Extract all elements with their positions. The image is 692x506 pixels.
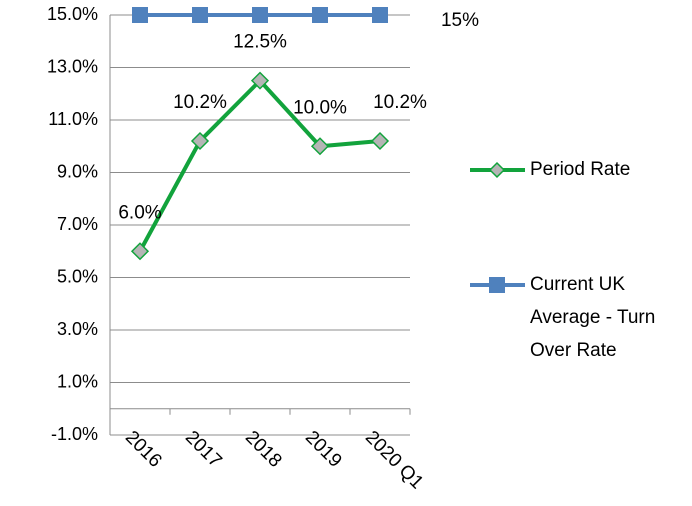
legend-marker (489, 277, 505, 293)
data-label: 15% (441, 10, 479, 31)
y-tick-label: 3.0% (57, 319, 98, 339)
x-tick-label: 2020 Q1 (361, 427, 427, 493)
marker (372, 7, 388, 23)
marker (132, 7, 148, 23)
y-tick-label: 5.0% (57, 266, 98, 286)
y-tick-label: 7.0% (57, 214, 98, 234)
y-tick-label: 1.0% (57, 371, 98, 391)
marker (250, 71, 270, 90)
y-tick-label: 15.0% (47, 4, 98, 24)
x-tick-label: 2019 (301, 427, 346, 472)
y-tick-label: 9.0% (57, 161, 98, 181)
legend-marker (488, 161, 506, 179)
marker (130, 242, 150, 261)
marker (370, 131, 390, 151)
data-label: 10.0% (293, 97, 347, 118)
x-tick-label: 2016 (121, 427, 166, 472)
y-tick-label: 13.0% (47, 56, 98, 76)
marker (312, 7, 328, 23)
data-label: 10.2% (373, 92, 427, 113)
marker (252, 7, 268, 23)
marker (192, 7, 208, 23)
data-label: 10.2% (173, 92, 227, 113)
x-tick-label: 2018 (241, 427, 286, 472)
y-tick-label: 11.0% (48, 109, 98, 129)
legend-label: Period Rate (530, 159, 631, 180)
x-tick-label: 2017 (181, 427, 226, 472)
y-tick-label: -1.0% (51, 424, 98, 444)
marker (310, 137, 330, 156)
legend-label: Current UK Average - Turn Over Rate (530, 274, 656, 361)
marker (190, 131, 210, 151)
data-label: 6.0% (118, 202, 161, 223)
data-label: 12.5% (233, 32, 287, 53)
